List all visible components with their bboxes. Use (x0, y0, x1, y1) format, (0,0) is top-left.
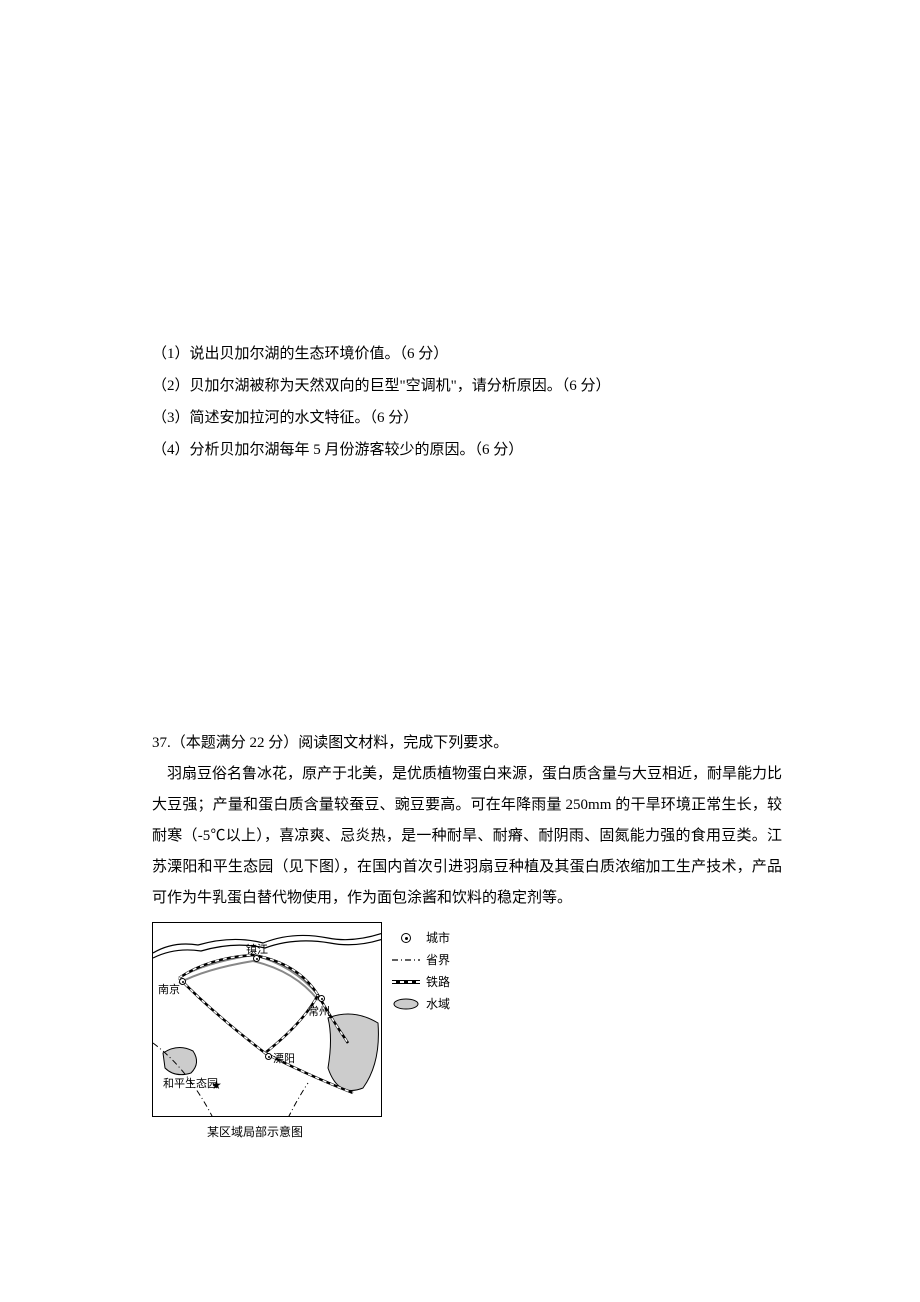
city-marker (318, 995, 325, 1002)
city-label: 溧阳 (273, 1050, 295, 1066)
legend-city-label: 城市 (426, 927, 450, 949)
legend-water: 水域 (392, 993, 450, 1015)
city-label: 常州 (308, 1003, 330, 1019)
water-icon (392, 998, 420, 1010)
border-line-icon (392, 956, 420, 964)
legend-border-label: 省界 (426, 949, 450, 971)
question-37: 37.（本题满分 22 分）阅读图文材料，完成下列要求。 羽扇豆俗名鲁冰花，原产… (152, 728, 782, 914)
question-block-1: （1）说出贝加尔湖的生态环境价值。（6 分） （2）贝加尔湖被称为天然双向的巨型… (152, 338, 782, 466)
legend-border: 省界 (392, 949, 450, 971)
city-marker (179, 978, 186, 985)
city-dot-icon (392, 933, 420, 943)
legend-rail: 铁路 (392, 971, 450, 993)
map-legend: 城市 省界 铁路 水域 (392, 927, 450, 1015)
rail2 (179, 978, 318, 1053)
map-box: 南京镇江常州溧阳★和平生态园 (152, 922, 382, 1117)
city-label: 南京 (158, 981, 180, 997)
rail-line-icon (392, 978, 420, 986)
legend-rail-label: 铁路 (426, 971, 450, 993)
park-label: 和平生态园 (163, 1075, 218, 1091)
lake1 (163, 1047, 197, 1074)
q37-body: 羽扇豆俗名鲁冰花，原产于北美，是优质植物蛋白来源，蛋白质含量与大豆相近，耐旱能力… (152, 759, 782, 914)
q37-title: 37.（本题满分 22 分）阅读图文材料，完成下列要求。 (152, 728, 782, 759)
q1: （1）说出贝加尔湖的生态环境价值。（6 分） (152, 338, 782, 370)
map-caption: 某区域局部示意图 (207, 1123, 482, 1140)
rail2b (179, 978, 318, 1053)
q3: （3）简述安加拉河的水文特征。（6 分） (152, 402, 782, 434)
q2: （2）贝加尔湖被称为天然双向的巨型"空调机"，请分析原因。（6 分） (152, 370, 782, 402)
border2 (288, 1083, 308, 1117)
legend-water-label: 水域 (426, 993, 450, 1015)
figure-area: 南京镇江常州溧阳★和平生态园 某区域局部示意图 城市 省界 铁路 (152, 922, 482, 1140)
city-label: 镇江 (246, 941, 268, 957)
q4: （4）分析贝加尔湖每年 5 月份游客较少的原因。（6 分） (152, 434, 782, 466)
legend-city: 城市 (392, 927, 450, 949)
city-marker (265, 1053, 272, 1060)
